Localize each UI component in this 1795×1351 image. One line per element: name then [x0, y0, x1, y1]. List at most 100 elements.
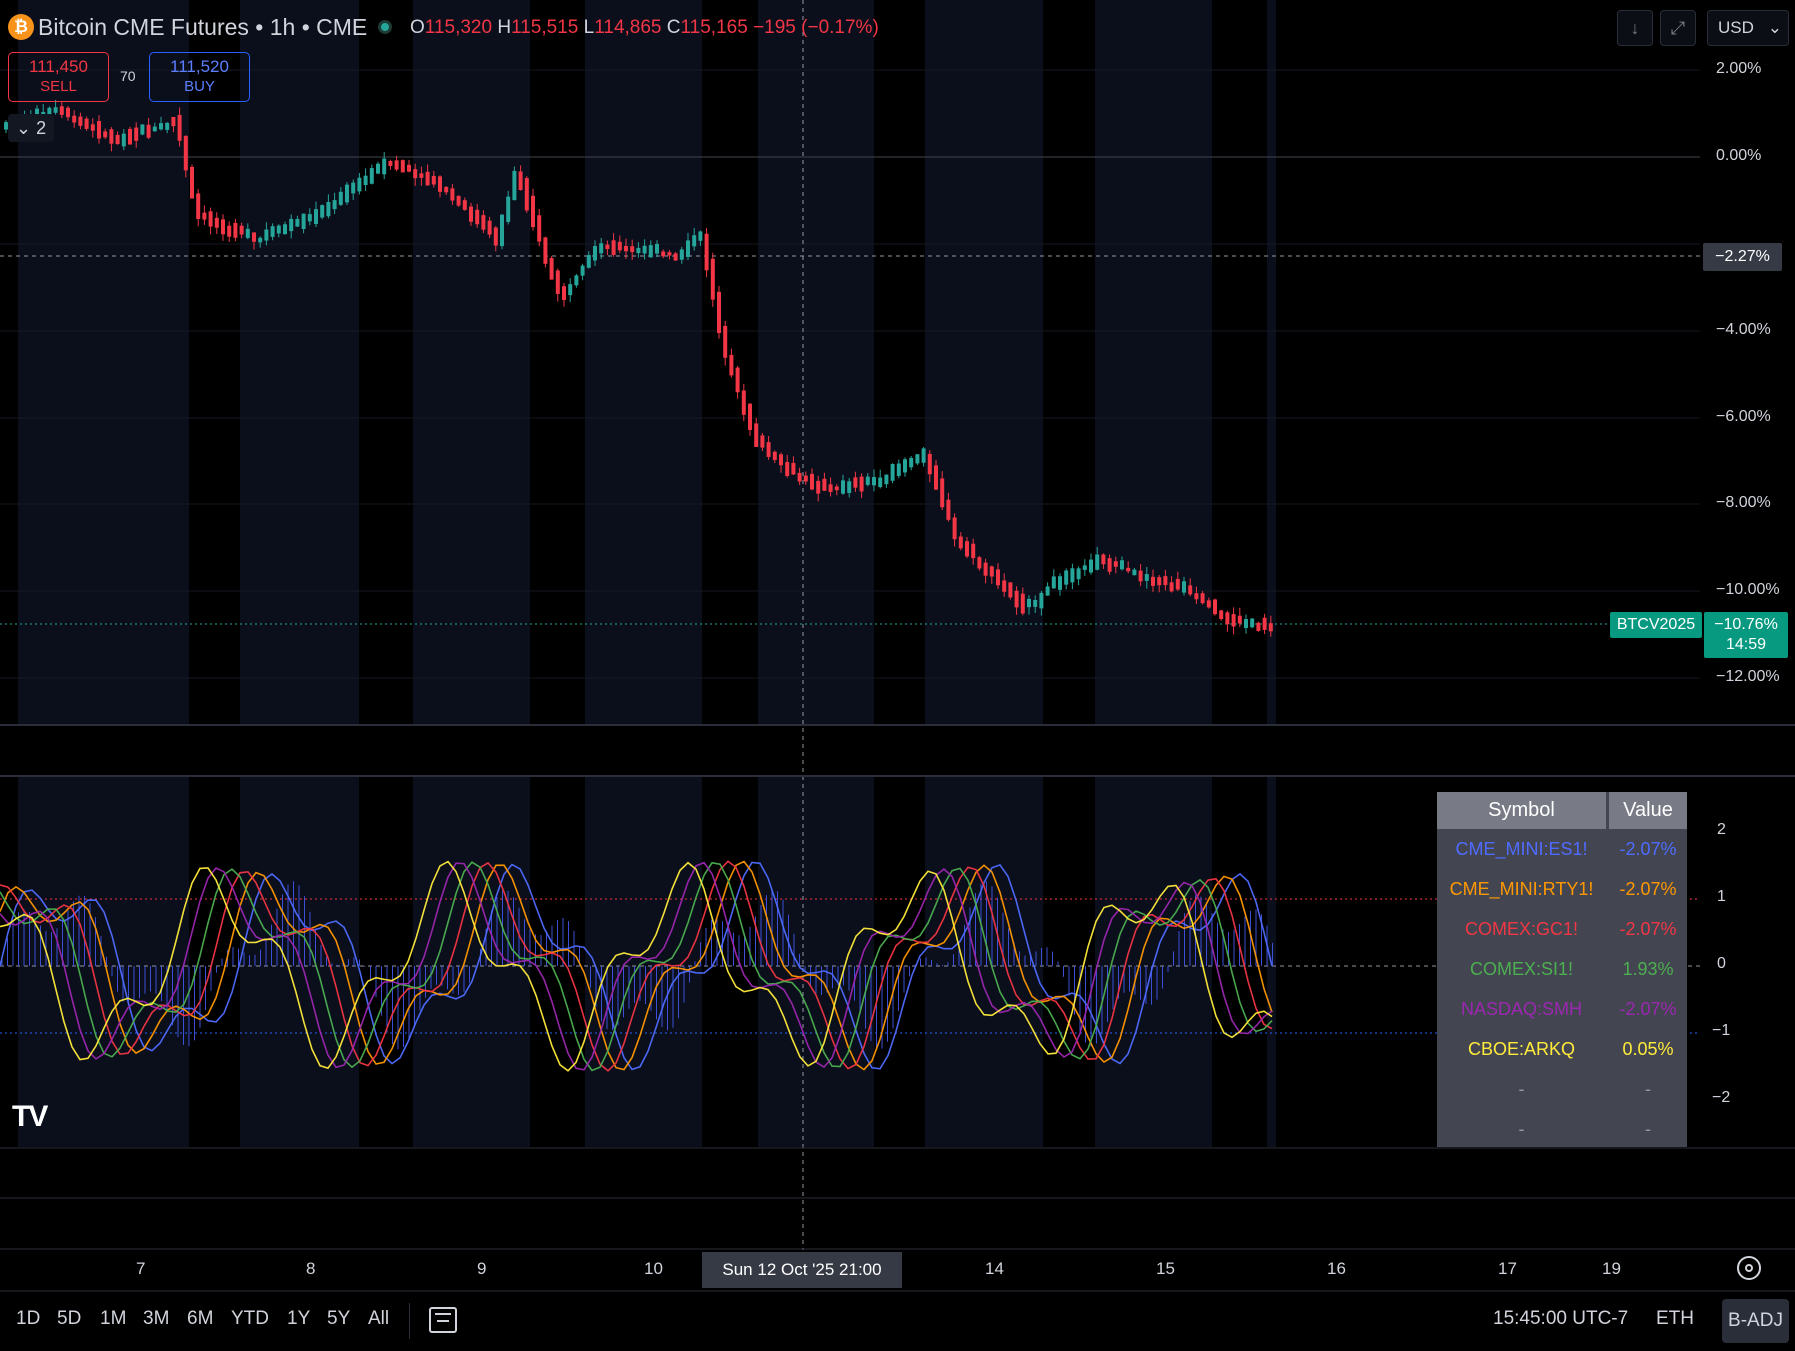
candle-body: [698, 231, 703, 241]
candle-body: [1089, 559, 1093, 573]
buy-button[interactable]: 111,520 BUY: [149, 52, 250, 102]
candle-body: [84, 118, 89, 129]
candle-body: [996, 569, 1000, 586]
time-axis-label: 10: [644, 1259, 663, 1278]
candle-body: [1051, 576, 1056, 589]
sell-button[interactable]: 111,450 SELL: [8, 52, 109, 102]
candle-body: [1101, 554, 1106, 565]
range-5y[interactable]: 5Y: [327, 1308, 351, 1329]
range-1m[interactable]: 1M: [100, 1308, 127, 1329]
candle-body: [307, 214, 312, 222]
candle-body: [1033, 600, 1038, 607]
candle-body: [741, 390, 746, 415]
table-cell-symbol: -: [1518, 1119, 1525, 1139]
candle-body: [1250, 618, 1255, 628]
candle-body: [196, 193, 201, 220]
session-toggle[interactable]: ETH: [1656, 1308, 1694, 1329]
candle-body: [264, 229, 269, 241]
candle-body: [1126, 567, 1131, 572]
range-ytd[interactable]: YTD: [231, 1308, 269, 1329]
calendar-goto-icon[interactable]: [429, 1307, 457, 1333]
candle-body: [332, 200, 337, 210]
candle-body: [369, 168, 374, 184]
candle-body: [431, 175, 436, 185]
candle-body: [1175, 578, 1180, 590]
currency-select[interactable]: USD ⌄: [1707, 10, 1789, 46]
candle-body: [1095, 554, 1100, 570]
session-band: [1267, 0, 1276, 725]
range-1d[interactable]: 1D: [16, 1308, 41, 1329]
candle-body: [128, 128, 132, 145]
candle-body: [134, 127, 139, 141]
candle-body: [562, 286, 566, 301]
candle-body: [971, 543, 976, 559]
candle-body: [655, 243, 659, 254]
range-5d[interactable]: 5D: [57, 1308, 82, 1329]
change-value: −195 (−0.17%): [753, 17, 879, 38]
range-1y[interactable]: 1Y: [287, 1308, 311, 1329]
candle-body: [438, 176, 442, 192]
table-cell-symbol: CME_MINI:RTY1!: [1449, 879, 1594, 899]
session-band: [758, 0, 874, 725]
candle-body: [413, 169, 418, 179]
candle-body: [351, 182, 356, 194]
candle-body: [729, 354, 734, 376]
range-all[interactable]: All: [368, 1308, 390, 1329]
low-label: L: [583, 17, 595, 38]
table-cell-value: -2.07%: [1619, 919, 1677, 939]
candle-body: [810, 473, 814, 490]
table-cell-value: 1.93%: [1622, 959, 1674, 979]
bitcoin-icon: ₿: [8, 14, 34, 40]
candle-body: [258, 237, 263, 243]
table-cell-symbol: COMEX:GC1!: [1464, 919, 1579, 939]
candle-body: [723, 325, 728, 358]
candle-body: [1002, 580, 1007, 592]
table-row: CME_MINI:RTY1! -2.07%: [1437, 869, 1687, 909]
candle-body: [772, 451, 777, 460]
candle-body: [1070, 568, 1075, 583]
time-axis-label: 17: [1498, 1259, 1517, 1278]
range-6m[interactable]: 6M: [187, 1308, 214, 1329]
table-cell-symbol: COMEX:SI1!: [1469, 959, 1574, 979]
clock-time[interactable]: 15:45:00 UTC-7: [1493, 1308, 1629, 1329]
candle-body: [648, 245, 653, 258]
candle-body: [754, 423, 759, 447]
time-axis-label: 15: [1156, 1259, 1175, 1278]
candle-body: [512, 170, 517, 201]
high-label: H: [497, 17, 512, 38]
candle-body: [481, 215, 486, 230]
candle-body: [847, 481, 852, 493]
candle-body: [1244, 619, 1248, 629]
download-icon[interactable]: ↓: [1617, 10, 1653, 46]
time-axis-label: 16: [1327, 1259, 1346, 1278]
currency-value: USD: [1718, 18, 1754, 37]
session-band: [18, 777, 189, 1147]
tradingview-logo-icon[interactable]: TV: [12, 1100, 48, 1133]
adjustment-button[interactable]: B-ADJ: [1722, 1299, 1789, 1343]
high-value: 115,515: [511, 17, 579, 38]
symbol-title[interactable]: Bitcoin CME Futures • 1h • CME: [38, 14, 368, 40]
candle-body: [59, 106, 64, 115]
candle-body: [841, 480, 845, 494]
settings-gear-icon[interactable]: [1737, 1256, 1761, 1280]
osc-axis-label: 2: [1717, 821, 1726, 838]
candle-body: [822, 478, 827, 491]
candle-body: [599, 243, 604, 254]
candle-body: [326, 202, 331, 217]
last-value: −10.76%: [1714, 616, 1778, 633]
candle-body: [1194, 593, 1199, 600]
candle-body: [1219, 610, 1224, 620]
range-3m[interactable]: 3M: [143, 1308, 170, 1329]
candle-body: [692, 235, 697, 247]
fullscreen-icon[interactable]: ⤢: [1660, 10, 1696, 46]
candle-body: [549, 258, 554, 280]
candle-body: [834, 486, 839, 491]
collapse-indicators-button[interactable]: ⌄ 2: [8, 114, 54, 142]
candle-body: [159, 123, 163, 130]
buy-label: BUY: [184, 78, 215, 95]
candle-body: [506, 196, 511, 222]
symbol-value-table: Symbol Value CME_MINI:ES1! -2.07% CME_MINI…: [1437, 792, 1687, 1147]
table-row: --: [1437, 1109, 1687, 1149]
candle-body: [1020, 593, 1025, 614]
